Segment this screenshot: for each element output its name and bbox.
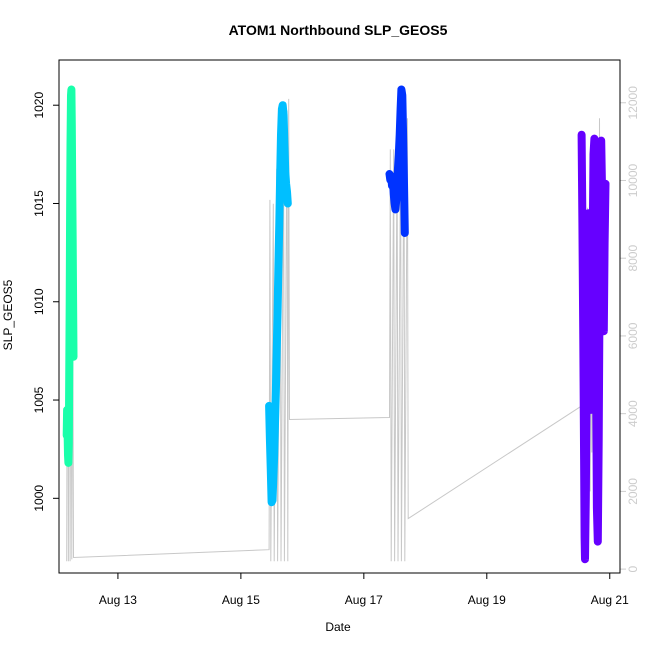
y-right-tick-label: 0 — [626, 565, 640, 572]
y-right-tick-label: 8000 — [626, 245, 640, 272]
y-right-tick-label: 6000 — [626, 322, 640, 349]
series-line-4 — [577, 130, 610, 564]
axes: 1000 1005 1010 1015 1020 0 2000 4000 6000 8000 100… — [32, 86, 640, 607]
x-tick-label: Aug 19 — [468, 593, 506, 607]
x-axis-label: Date — [325, 620, 351, 634]
y-left-tick-label: 1005 — [32, 386, 46, 413]
y-right-tick-label: 2000 — [626, 478, 640, 505]
x-tick-label: Aug 15 — [222, 593, 260, 607]
x-tick-label: Aug 17 — [345, 593, 383, 607]
chart-title: ATOM1 Northbound SLP_GEOS5 — [229, 22, 448, 38]
x-tick-label: Aug 21 — [591, 593, 629, 607]
secondary-series — [66, 98, 602, 562]
y-left-tick-label: 1000 — [32, 485, 46, 512]
plot-frame — [58, 59, 621, 574]
y-left-tick-label: 1010 — [32, 288, 46, 315]
primary-series — [62, 85, 610, 564]
y-right-tick-label: 10000 — [626, 163, 640, 197]
series-line-1 — [62, 85, 78, 467]
y-axis-label: SLP_GEOS5 — [1, 279, 15, 350]
series-line-2 — [265, 101, 292, 507]
x-tick-label: Aug 13 — [99, 593, 137, 607]
y-right-tick-label: 4000 — [626, 400, 640, 427]
y-left-tick-label: 1020 — [32, 92, 46, 119]
secondary-series-line — [66, 98, 602, 562]
series-line-3 — [385, 85, 409, 237]
y-left-tick-label: 1015 — [32, 190, 46, 217]
y-right-tick-label: 12000 — [626, 86, 640, 120]
